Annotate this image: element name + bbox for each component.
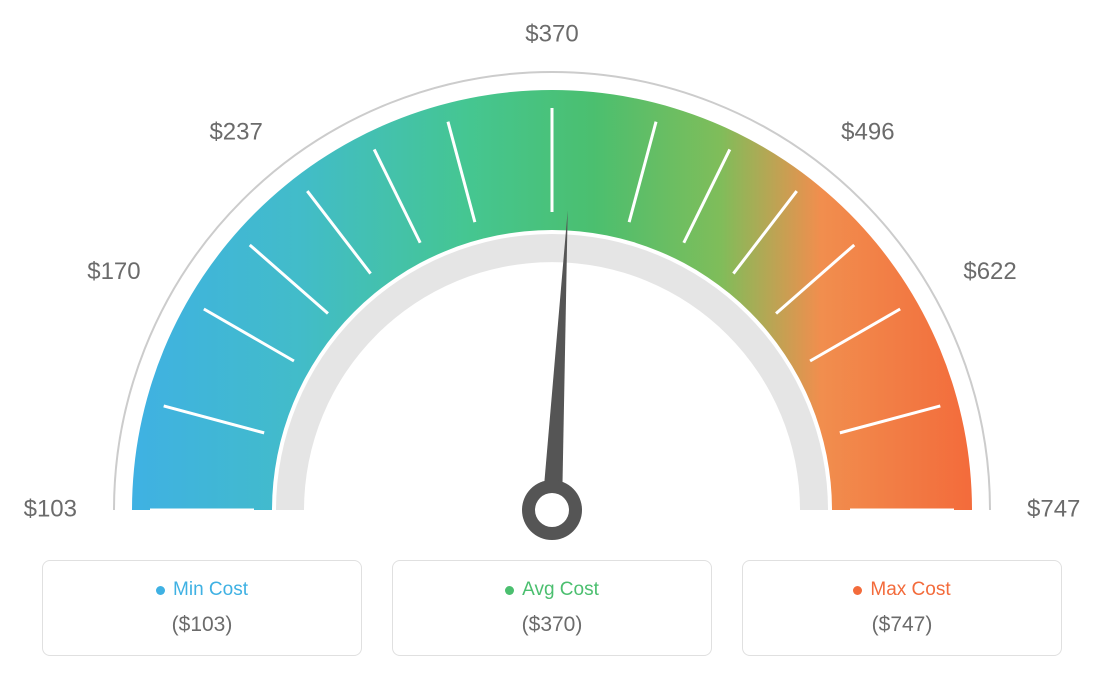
svg-text:$170: $170: [87, 258, 140, 285]
legend-title-min: Min Cost: [156, 579, 248, 601]
legend-title-avg: Avg Cost: [505, 579, 599, 601]
svg-text:$237: $237: [209, 119, 262, 146]
legend-dot-min: [156, 586, 165, 595]
legend-label-min: Min Cost: [173, 579, 248, 601]
gauge-area: $103 $170 $237 $370 $496 $622 $747: [0, 0, 1104, 560]
legend-value-min: ($103): [53, 613, 351, 637]
legend-row: Min Cost ($103) Avg Cost ($370) Max Cost…: [0, 560, 1104, 656]
legend-dot-avg: [505, 586, 514, 595]
svg-text:$622: $622: [963, 258, 1016, 285]
legend-card-avg: Avg Cost ($370): [392, 560, 712, 656]
legend-dot-max: [853, 586, 862, 595]
gauge-svg: $103 $170 $237 $370 $496 $622 $747: [0, 0, 1104, 560]
svg-text:$103: $103: [24, 495, 77, 522]
svg-text:$496: $496: [841, 119, 894, 146]
svg-text:$747: $747: [1027, 495, 1080, 522]
svg-text:$370: $370: [525, 20, 578, 47]
legend-label-avg: Avg Cost: [522, 579, 599, 601]
legend-card-max: Max Cost ($747): [742, 560, 1062, 656]
legend-title-max: Max Cost: [853, 579, 950, 601]
legend-value-max: ($747): [753, 613, 1051, 637]
legend-label-max: Max Cost: [870, 579, 950, 601]
cost-gauge-chart: $103 $170 $237 $370 $496 $622 $747 Min Cost ($…: [0, 0, 1104, 690]
legend-card-min: Min Cost ($103): [42, 560, 362, 656]
legend-value-avg: ($370): [403, 613, 701, 637]
